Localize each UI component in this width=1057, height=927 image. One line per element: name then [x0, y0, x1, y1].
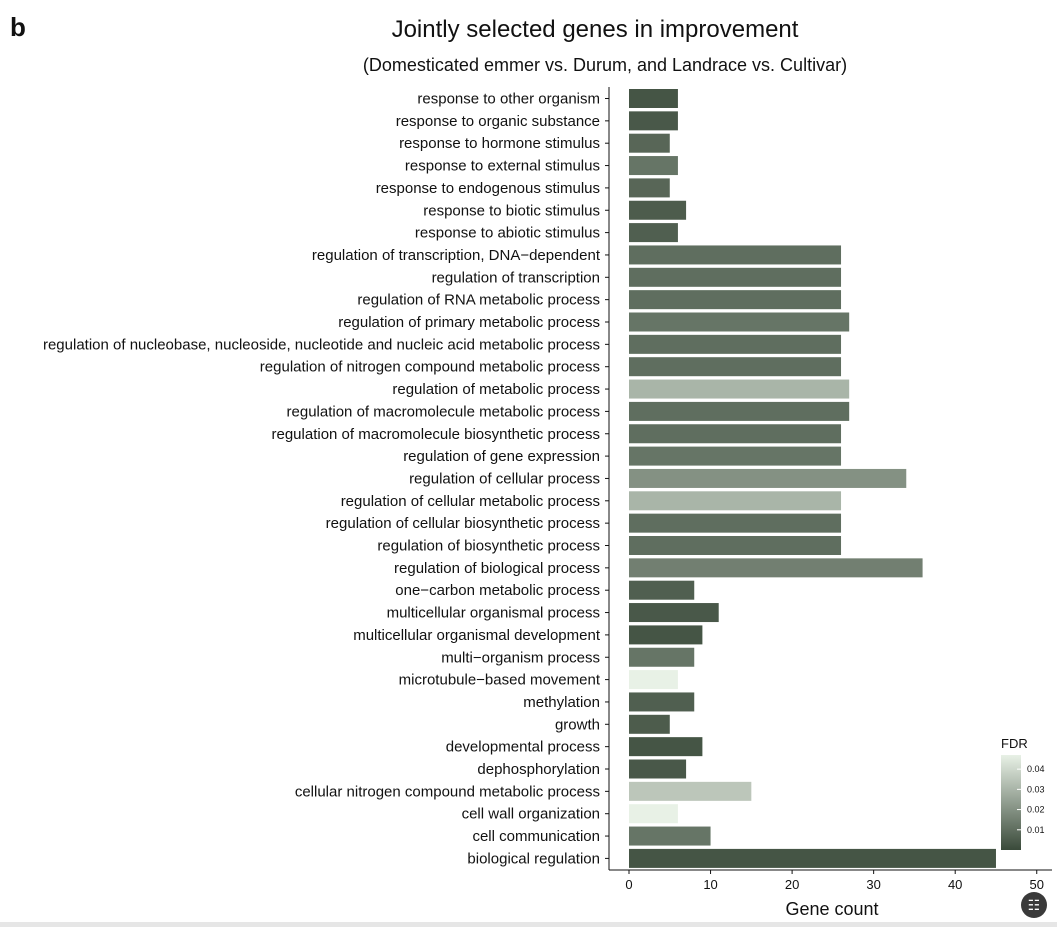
- bar: [629, 357, 842, 377]
- bar: [629, 178, 670, 198]
- category-label: response to hormone stimulus: [399, 135, 600, 152]
- category-label: multi−organism process: [441, 649, 600, 666]
- bar: [629, 245, 842, 265]
- x-axis-ticks: 0 10 20 30 40 50: [625, 870, 1044, 892]
- bar: [629, 737, 703, 757]
- category-label: regulation of transcription: [432, 269, 600, 286]
- x-tick-label: 20: [785, 877, 799, 892]
- category-label: regulation of nucleobase, nucleoside, nu…: [43, 336, 600, 353]
- bar: [629, 379, 850, 399]
- category-label: one−carbon metabolic process: [395, 582, 600, 599]
- category-label: regulation of biological process: [394, 560, 600, 577]
- bar: [629, 491, 842, 511]
- bar: [629, 468, 907, 488]
- category-label: multicellular organismal development: [353, 627, 601, 644]
- bar: [629, 714, 670, 734]
- bar: [629, 111, 678, 131]
- category-label: response to external stimulus: [405, 158, 600, 175]
- category-label: regulation of primary metabolic process: [338, 314, 600, 331]
- legend-tick-label: 0.02: [1027, 805, 1045, 815]
- legend-tick-label: 0.01: [1027, 825, 1045, 835]
- category-label: regulation of cellular process: [409, 470, 600, 487]
- bar: [629, 580, 695, 600]
- bar: [629, 603, 719, 623]
- chart-subtitle: (Domesticated emmer vs. Durum, and Landr…: [362, 55, 848, 75]
- bar: [629, 312, 850, 332]
- category-label: response to other organism: [417, 91, 600, 108]
- category-label: regulation of macromolecule biosynthetic…: [272, 426, 601, 443]
- bar: [629, 558, 923, 578]
- category-label: cell communication: [472, 828, 600, 845]
- category-label: regulation of transcription, DNA−depende…: [312, 247, 601, 264]
- bar: [629, 424, 842, 444]
- legend-ticks: 0.04 0.03 0.02 0.01: [1017, 764, 1045, 835]
- bar: [629, 848, 996, 868]
- category-label: regulation of macromolecule metabolic pr…: [287, 403, 600, 420]
- legend-tick-label: 0.04: [1027, 764, 1045, 774]
- bar: [629, 826, 711, 846]
- category-label: regulation of nitrogen compound metaboli…: [260, 359, 600, 376]
- category-label: biological regulation: [467, 850, 600, 867]
- legend-tick-label: 0.03: [1027, 784, 1045, 794]
- category-label: regulation of cellular biosynthetic proc…: [326, 515, 600, 532]
- bar: [629, 513, 842, 533]
- bar: [629, 759, 687, 779]
- bar: [629, 89, 678, 108]
- x-axis-title: Gene count: [785, 899, 878, 919]
- bar: [629, 133, 670, 153]
- bar: [629, 692, 695, 712]
- bar: [629, 536, 842, 555]
- bar: [629, 446, 842, 466]
- category-label: microtubule−based movement: [399, 672, 601, 689]
- category-label: cellular nitrogen compound metabolic pro…: [295, 783, 600, 800]
- category-label: cell wall organization: [462, 806, 600, 823]
- bar: [629, 290, 842, 310]
- chart-title: Jointly selected genes in improvement: [391, 16, 799, 43]
- panel-label: b: [10, 12, 26, 42]
- x-tick-label: 50: [1030, 877, 1044, 892]
- axes: [608, 87, 1052, 871]
- bar: [629, 401, 850, 421]
- bar: [629, 200, 687, 220]
- bar: [629, 156, 678, 176]
- category-label: developmental process: [446, 739, 600, 756]
- bar: [629, 267, 842, 287]
- bar: [629, 334, 842, 354]
- category-label: regulation of biosynthetic process: [377, 538, 600, 555]
- bars-group: [629, 89, 996, 868]
- category-label: regulation of metabolic process: [392, 381, 600, 398]
- bar: [629, 804, 678, 824]
- legend-title: FDR: [1001, 736, 1028, 751]
- category-label: growth: [555, 716, 600, 733]
- bar: [629, 647, 695, 667]
- category-label: response to abiotic stimulus: [415, 225, 600, 242]
- bar: [629, 625, 703, 645]
- legend-colorbar: [1001, 755, 1021, 850]
- bar: [629, 670, 678, 690]
- category-label: regulation of cellular metabolic process: [341, 493, 600, 510]
- category-labels: response to other organism response to or…: [43, 91, 609, 867]
- x-tick-label: 40: [948, 877, 962, 892]
- chat-bubble-icon[interactable]: ☷: [1021, 892, 1047, 918]
- fdr-legend: FDR 0.04 0.03 0.02 0.01: [1001, 736, 1045, 850]
- x-tick-label: 0: [625, 877, 632, 892]
- category-label: methylation: [523, 694, 600, 711]
- category-label: regulation of RNA metabolic process: [357, 292, 600, 309]
- x-tick-label: 30: [866, 877, 880, 892]
- category-label: response to organic substance: [396, 113, 600, 130]
- category-label: response to endogenous stimulus: [376, 180, 600, 197]
- bar: [629, 781, 752, 801]
- category-label: dephosphorylation: [477, 761, 600, 778]
- bar: [629, 223, 678, 243]
- category-label: regulation of gene expression: [403, 448, 600, 465]
- x-tick-label: 10: [703, 877, 717, 892]
- category-label: multicellular organismal process: [387, 605, 600, 622]
- category-label: response to biotic stimulus: [423, 202, 600, 219]
- bottom-border: [0, 922, 1057, 927]
